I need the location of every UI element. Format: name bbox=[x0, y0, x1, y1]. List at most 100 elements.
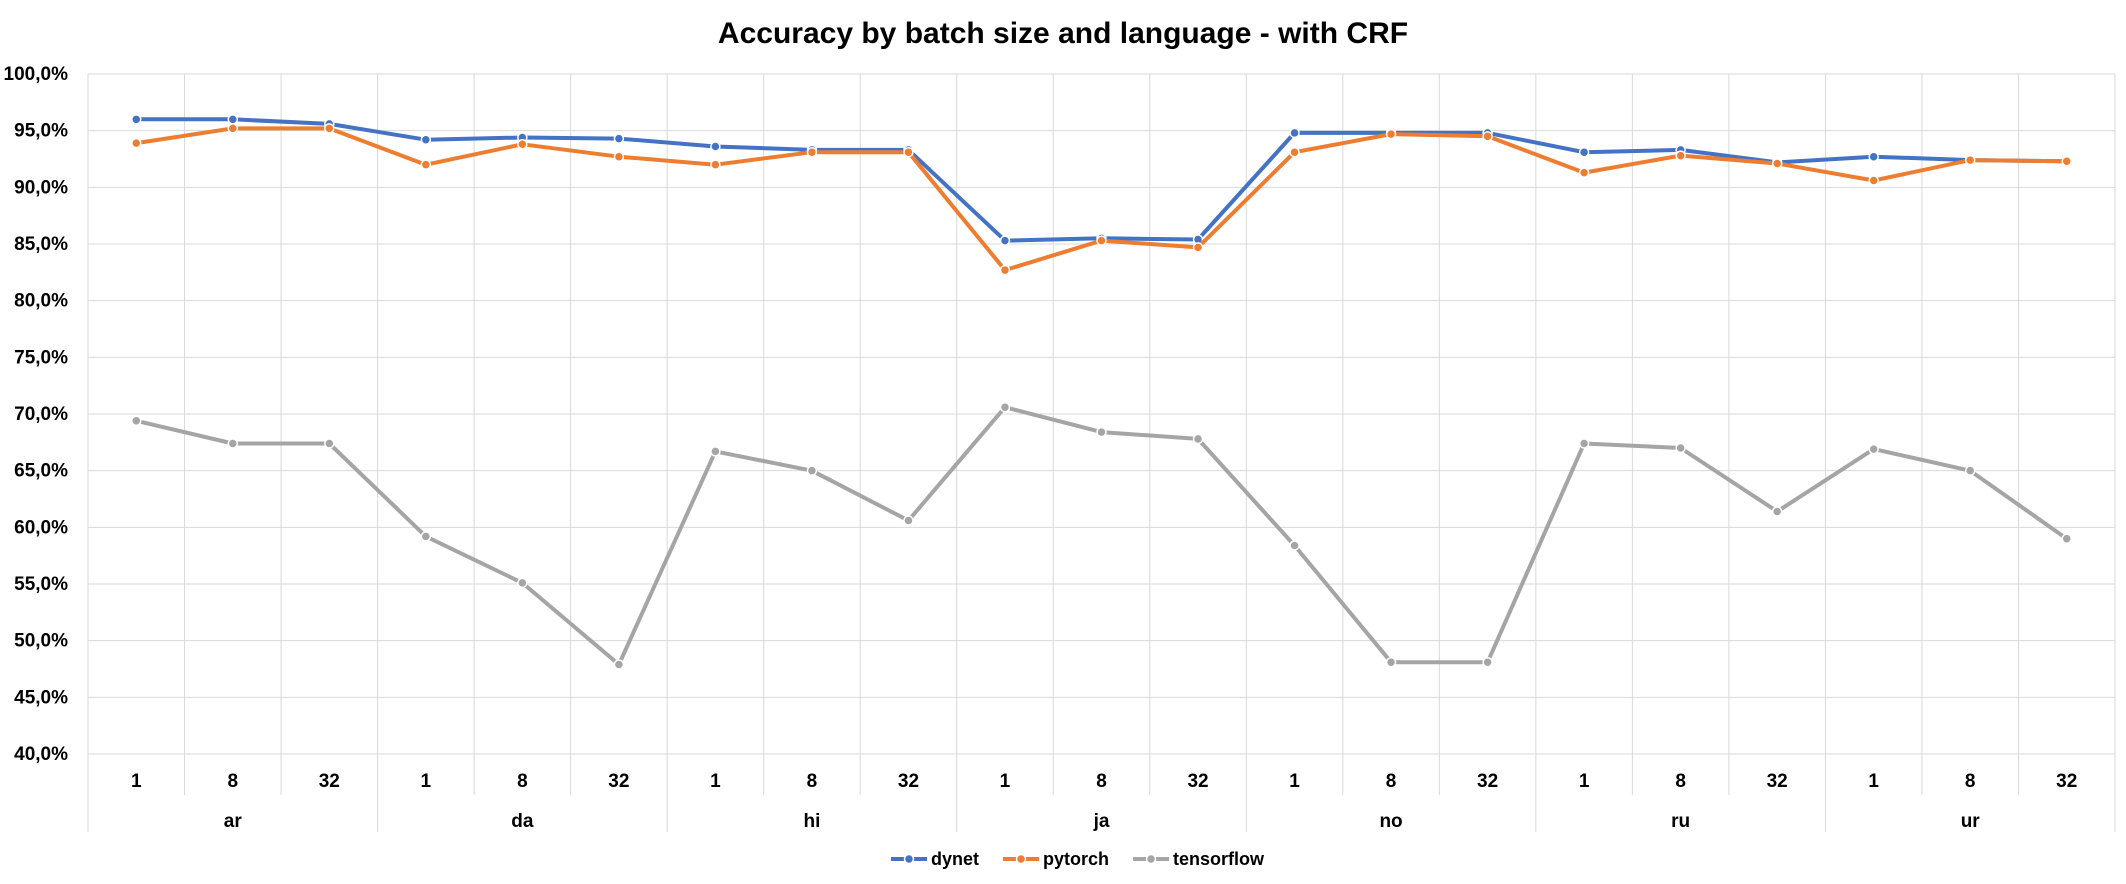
data-point-tensorflow bbox=[420, 531, 432, 542]
legend-marker bbox=[1015, 853, 1027, 865]
group-label: no bbox=[1379, 811, 1402, 832]
axes: 40,0% 45,0% 50,0% 55,0% 60,0% 65,0% 70,0% 75,0%… bbox=[4, 64, 2116, 832]
x-tick-label: 8 bbox=[1096, 771, 1107, 792]
data-point-pytorch bbox=[1289, 146, 1300, 158]
y-tick-label: 100,0% bbox=[4, 64, 69, 85]
series-lines bbox=[131, 114, 2072, 670]
group-label: ru bbox=[1671, 811, 1690, 832]
data-point-dynet bbox=[1289, 127, 1300, 139]
data-point-tensorflow bbox=[806, 465, 818, 476]
data-point-pytorch bbox=[1868, 175, 1879, 186]
gridlines bbox=[87, 73, 2116, 755]
legend-item-tensorflow: tensorflow bbox=[1133, 849, 1265, 869]
data-point-pytorch bbox=[710, 159, 721, 170]
x-tick-label: 1 bbox=[1868, 771, 1879, 792]
y-tick-label: 90,0% bbox=[14, 177, 68, 198]
legend-marker bbox=[903, 853, 915, 865]
x-tick-label: 1 bbox=[1000, 771, 1011, 792]
data-point-pytorch bbox=[1192, 242, 1204, 253]
data-point-pytorch bbox=[2061, 156, 2072, 167]
data-point-tensorflow bbox=[131, 415, 142, 427]
data-point-pytorch bbox=[227, 123, 239, 134]
y-tick-label: 50,0% bbox=[14, 631, 68, 652]
data-point-pytorch bbox=[420, 159, 432, 170]
data-point-tensorflow bbox=[1192, 433, 1204, 445]
y-tick-label: 45,0% bbox=[14, 687, 68, 708]
x-tick-label: 8 bbox=[517, 771, 528, 792]
data-point-dynet bbox=[999, 235, 1011, 246]
legend: dynet pytorch tensorflow bbox=[891, 849, 1265, 869]
x-tick-label: 32 bbox=[1477, 771, 1498, 792]
data-point-pytorch bbox=[1385, 128, 1397, 140]
legend-marker bbox=[1145, 853, 1157, 865]
group-label: da bbox=[511, 811, 534, 832]
data-point-dynet bbox=[131, 114, 142, 125]
data-point-tensorflow bbox=[517, 577, 528, 589]
data-point-tensorflow bbox=[1482, 656, 1493, 668]
data-point-pytorch bbox=[1675, 150, 1686, 161]
y-tick-label: 70,0% bbox=[14, 404, 68, 425]
legend-label: tensorflow bbox=[1173, 849, 1265, 869]
data-point-pytorch bbox=[131, 137, 142, 149]
x-tick-label: 1 bbox=[421, 771, 432, 792]
data-point-tensorflow bbox=[324, 438, 335, 449]
legend-item-pytorch: pytorch bbox=[1003, 849, 1109, 869]
data-point-pytorch bbox=[517, 139, 528, 150]
data-point-tensorflow bbox=[999, 401, 1011, 413]
data-point-tensorflow bbox=[613, 659, 625, 670]
group-label: ar bbox=[224, 811, 243, 832]
data-point-dynet bbox=[1868, 151, 1879, 162]
x-tick-label: 8 bbox=[1386, 771, 1397, 792]
x-tick-label: 32 bbox=[319, 771, 340, 792]
x-tick-label: 32 bbox=[1187, 771, 1208, 792]
legend-label: pytorch bbox=[1043, 849, 1109, 869]
data-point-pytorch bbox=[1771, 158, 1783, 169]
x-tick-label: 8 bbox=[227, 771, 238, 792]
y-tick-label: 55,0% bbox=[14, 574, 68, 595]
x-tick-label: 8 bbox=[1965, 771, 1976, 792]
data-point-tensorflow bbox=[1289, 540, 1300, 551]
data-point-dynet bbox=[227, 114, 239, 125]
y-tick-label: 95,0% bbox=[14, 121, 68, 142]
legend-item-dynet: dynet bbox=[891, 849, 979, 869]
data-point-tensorflow bbox=[1096, 426, 1107, 438]
data-point-tensorflow bbox=[1771, 506, 1783, 517]
group-label: ur bbox=[1961, 811, 1981, 832]
y-tick-label: 60,0% bbox=[14, 517, 68, 538]
data-point-tensorflow bbox=[1578, 438, 1590, 449]
group-label: hi bbox=[803, 811, 820, 832]
data-point-tensorflow bbox=[903, 515, 914, 526]
data-point-pytorch bbox=[806, 146, 818, 158]
data-point-dynet bbox=[613, 133, 625, 144]
data-point-pytorch bbox=[1482, 131, 1493, 142]
data-point-pytorch bbox=[324, 123, 335, 134]
y-tick-label: 40,0% bbox=[14, 744, 68, 765]
data-point-tensorflow bbox=[1964, 465, 1976, 476]
legend-label: dynet bbox=[931, 849, 979, 869]
data-point-pytorch bbox=[1964, 154, 1976, 166]
data-point-dynet bbox=[710, 141, 721, 152]
data-point-tensorflow bbox=[1868, 443, 1879, 455]
x-tick-label: 1 bbox=[131, 771, 142, 792]
data-point-pytorch bbox=[613, 151, 625, 162]
x-tick-label: 32 bbox=[898, 771, 919, 792]
data-point-tensorflow bbox=[2061, 533, 2072, 544]
data-point-pytorch bbox=[1578, 167, 1590, 178]
data-point-pytorch bbox=[1096, 235, 1107, 246]
group-label: ja bbox=[1093, 811, 1110, 832]
x-tick-label: 1 bbox=[1289, 771, 1300, 792]
x-tick-label: 8 bbox=[807, 771, 818, 792]
data-point-dynet bbox=[1578, 146, 1590, 158]
x-tick-label: 8 bbox=[1675, 771, 1686, 792]
data-point-tensorflow bbox=[227, 438, 239, 449]
x-tick-label: 1 bbox=[710, 771, 721, 792]
y-tick-label: 80,0% bbox=[14, 291, 68, 312]
y-tick-label: 75,0% bbox=[14, 347, 68, 368]
data-point-dynet bbox=[420, 134, 432, 145]
x-tick-label: 32 bbox=[2056, 771, 2077, 792]
x-tick-label: 1 bbox=[1579, 771, 1590, 792]
y-tick-label: 65,0% bbox=[14, 461, 68, 482]
data-point-tensorflow bbox=[710, 446, 721, 457]
